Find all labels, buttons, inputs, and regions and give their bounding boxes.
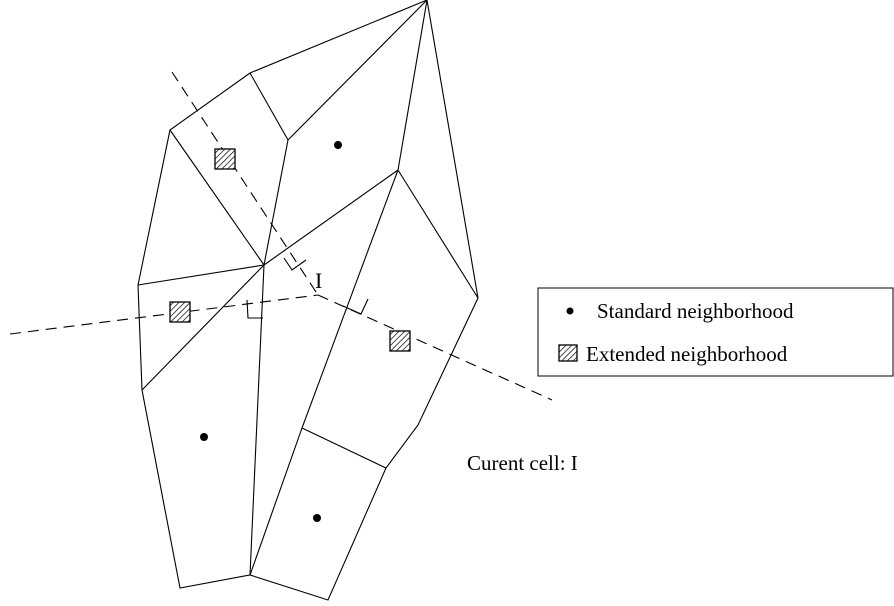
standard-neighbor-dot — [313, 514, 321, 522]
mesh-edge — [137, 264, 265, 286]
legend-standard-dot-icon — [566, 307, 574, 315]
mesh-edge — [397, 169, 479, 299]
right-angle-markers — [246, 257, 369, 319]
standard-neighbor-dot — [334, 141, 342, 149]
mesh-edge — [397, 0, 428, 171]
extended-neighbor-square — [169, 301, 191, 323]
legend-standard-label: Standard neighborhood — [597, 299, 794, 323]
dashed-lines — [9, 71, 553, 401]
mesh-edge — [263, 139, 289, 266]
dashed-line-left — [9, 294, 319, 335]
mesh-outline — [137, 0, 479, 601]
legend-box — [537, 287, 894, 377]
dashed-line-upper — [171, 71, 319, 296]
legend-extended-hatch-icon — [558, 344, 578, 362]
right-angle-marker — [246, 299, 263, 319]
mesh-edge — [249, 427, 303, 576]
extended-neighbors — [169, 148, 411, 352]
mesh-edge — [287, 0, 428, 141]
mesh-edges — [137, 0, 479, 601]
mesh-edge — [249, 72, 289, 141]
extended-neighbor-square — [389, 330, 411, 352]
cell-label: I — [315, 268, 322, 293]
mesh-edge — [263, 169, 399, 266]
mesh-edge — [141, 264, 265, 391]
mesh-edge — [169, 129, 265, 266]
mesh-edge — [301, 169, 399, 429]
extended-neighbor-square — [214, 148, 236, 170]
standard-neighbor-dot — [200, 433, 208, 441]
caption: Curent cell: I — [467, 451, 578, 475]
standard-neighbors — [200, 141, 405, 522]
right-angle-marker — [283, 257, 307, 271]
legend: Standard neighborhood Extended neighborh… — [537, 287, 894, 377]
right-angle-marker — [342, 298, 369, 315]
mesh-edge — [249, 264, 265, 576]
mesh-edge — [301, 427, 387, 469]
legend-extended-label: Extended neighborhood — [586, 342, 788, 366]
